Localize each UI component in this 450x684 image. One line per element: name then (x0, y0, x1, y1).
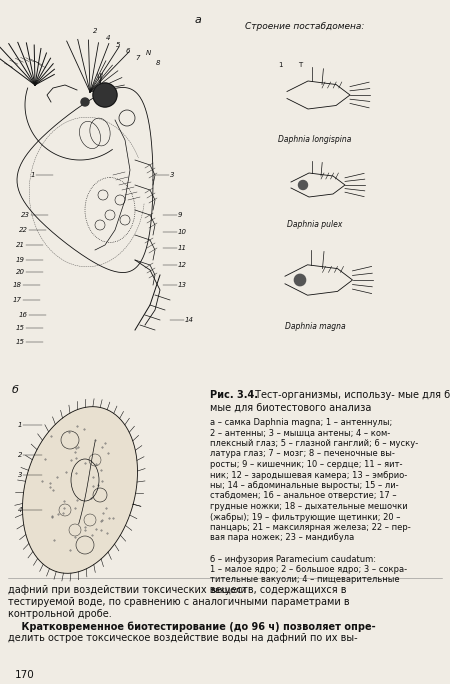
Text: 18: 18 (13, 282, 22, 288)
Text: а: а (195, 15, 202, 25)
Circle shape (81, 98, 89, 106)
Text: 9: 9 (178, 212, 183, 218)
Text: 4: 4 (18, 507, 22, 513)
Text: 21: 21 (16, 242, 25, 248)
Text: 13: 13 (178, 282, 187, 288)
Circle shape (93, 83, 117, 107)
Text: 170: 170 (15, 670, 35, 680)
Text: 10: 10 (178, 229, 187, 235)
Text: Рис. 3.4.: Рис. 3.4. (210, 390, 258, 400)
Text: 1: 1 (278, 62, 282, 68)
Polygon shape (22, 407, 138, 573)
Text: 2: 2 (18, 452, 22, 458)
Text: N: N (145, 50, 151, 56)
Text: контрольной дробе.: контрольной дробе. (8, 609, 112, 619)
Text: вакуоли: вакуоли (210, 586, 246, 595)
Text: Кратковременное биотестирование (до 96 ч) позволяет опре-: Кратковременное биотестирование (до 96 ч… (8, 621, 376, 631)
Text: 14: 14 (185, 317, 194, 323)
Text: 22: 22 (19, 227, 28, 233)
Ellipse shape (294, 274, 306, 286)
Text: вая пара ножек; 23 – мандибула: вая пара ножек; 23 – мандибула (210, 534, 354, 542)
Text: 4: 4 (106, 35, 110, 41)
Text: дафний при воздействии токсических веществ, содержащихся в: дафний при воздействии токсических вещес… (8, 585, 346, 595)
Text: 1 – малое ядро; 2 – большое ядро; 3 – сокра-: 1 – малое ядро; 2 – большое ядро; 3 – со… (210, 565, 407, 574)
Text: стабдомен; 16 – анальное отверстие; 17 –: стабдомен; 16 – анальное отверстие; 17 – (210, 492, 396, 501)
Text: 8: 8 (156, 60, 160, 66)
Text: 11: 11 (178, 245, 187, 251)
Text: 15: 15 (16, 325, 25, 331)
Text: Тест-организмы, использу- мые для биотестового анализа: Тест-организмы, использу- мые для биотес… (252, 390, 450, 400)
Text: ны; 14 – абдоминальные выросты; 15 – ли-: ны; 14 – абдоминальные выросты; 15 – ли- (210, 481, 399, 490)
Text: 2 – антенны; 3 – мышца антены; 4 – ком-: 2 – антенны; 3 – мышца антены; 4 – ком- (210, 428, 390, 438)
Text: 19: 19 (16, 257, 25, 263)
Text: панцарь; 21 – максилярная железа; 22 – пер-: панцарь; 21 – максилярная железа; 22 – п… (210, 523, 411, 532)
Text: (жабры); 19 – фильтрующие щетинки; 20 –: (жабры); 19 – фильтрующие щетинки; 20 – (210, 512, 400, 521)
Text: 1: 1 (18, 422, 22, 428)
Text: ник; 12 – зародышевая камера; 13 – эмбрио-: ник; 12 – зародышевая камера; 13 – эмбри… (210, 471, 407, 479)
Text: Daphnia longispina: Daphnia longispina (278, 135, 352, 144)
Text: 5: 5 (116, 42, 120, 48)
Text: делить острое токсическое воздействие воды на дафний по их вы-: делить острое токсическое воздействие во… (8, 633, 358, 643)
Text: Daphnia magna: Daphnia magna (285, 322, 345, 331)
Text: Строение постабдомена:: Строение постабдомена: (245, 22, 364, 31)
Text: росты; 9 – кишечник; 10 – сердце; 11 – яит-: росты; 9 – кишечник; 10 – сердце; 11 – я… (210, 460, 402, 469)
Text: плексный глаз; 5 – глазной ганглий; 6 – муску-: плексный глаз; 5 – глазной ганглий; 6 – … (210, 439, 418, 448)
Text: 3: 3 (170, 172, 175, 178)
Text: 15: 15 (16, 339, 25, 345)
Text: 7: 7 (136, 55, 140, 61)
Text: 2: 2 (93, 28, 97, 34)
Text: 1: 1 (31, 172, 35, 178)
Text: 3: 3 (18, 472, 22, 478)
Text: а – самка Daphnia magna; 1 – антеннулы;: а – самка Daphnia magna; 1 – антеннулы; (210, 418, 392, 427)
Text: б: б (12, 385, 19, 395)
Text: Daphnia pulex: Daphnia pulex (287, 220, 343, 229)
Text: б – инфузория Paramecium caudatum:: б – инфузория Paramecium caudatum: (210, 555, 376, 564)
Text: мые для биотестового анализа: мые для биотестового анализа (210, 403, 371, 413)
Text: 20: 20 (16, 269, 25, 275)
Text: тительные вакуоли; 4 – пищеварительные: тительные вакуоли; 4 – пищеварительные (210, 575, 400, 585)
Ellipse shape (298, 181, 307, 189)
Text: 23: 23 (21, 212, 30, 218)
Text: тестируемой воде, по сравнению с аналогичными параметрами в: тестируемой воде, по сравнению с аналоги… (8, 597, 350, 607)
Text: латура глаз; 7 – мозг; 8 – печеночные вы-: латура глаз; 7 – мозг; 8 – печеночные вы… (210, 449, 395, 458)
Text: грудные ножки; 18 – дыхательные мешочки: грудные ножки; 18 – дыхательные мешочки (210, 502, 408, 511)
Text: 6: 6 (126, 48, 130, 54)
Text: 17: 17 (13, 297, 22, 303)
Text: 12: 12 (178, 262, 187, 268)
Text: 16: 16 (19, 312, 28, 318)
Text: T: T (298, 62, 302, 68)
